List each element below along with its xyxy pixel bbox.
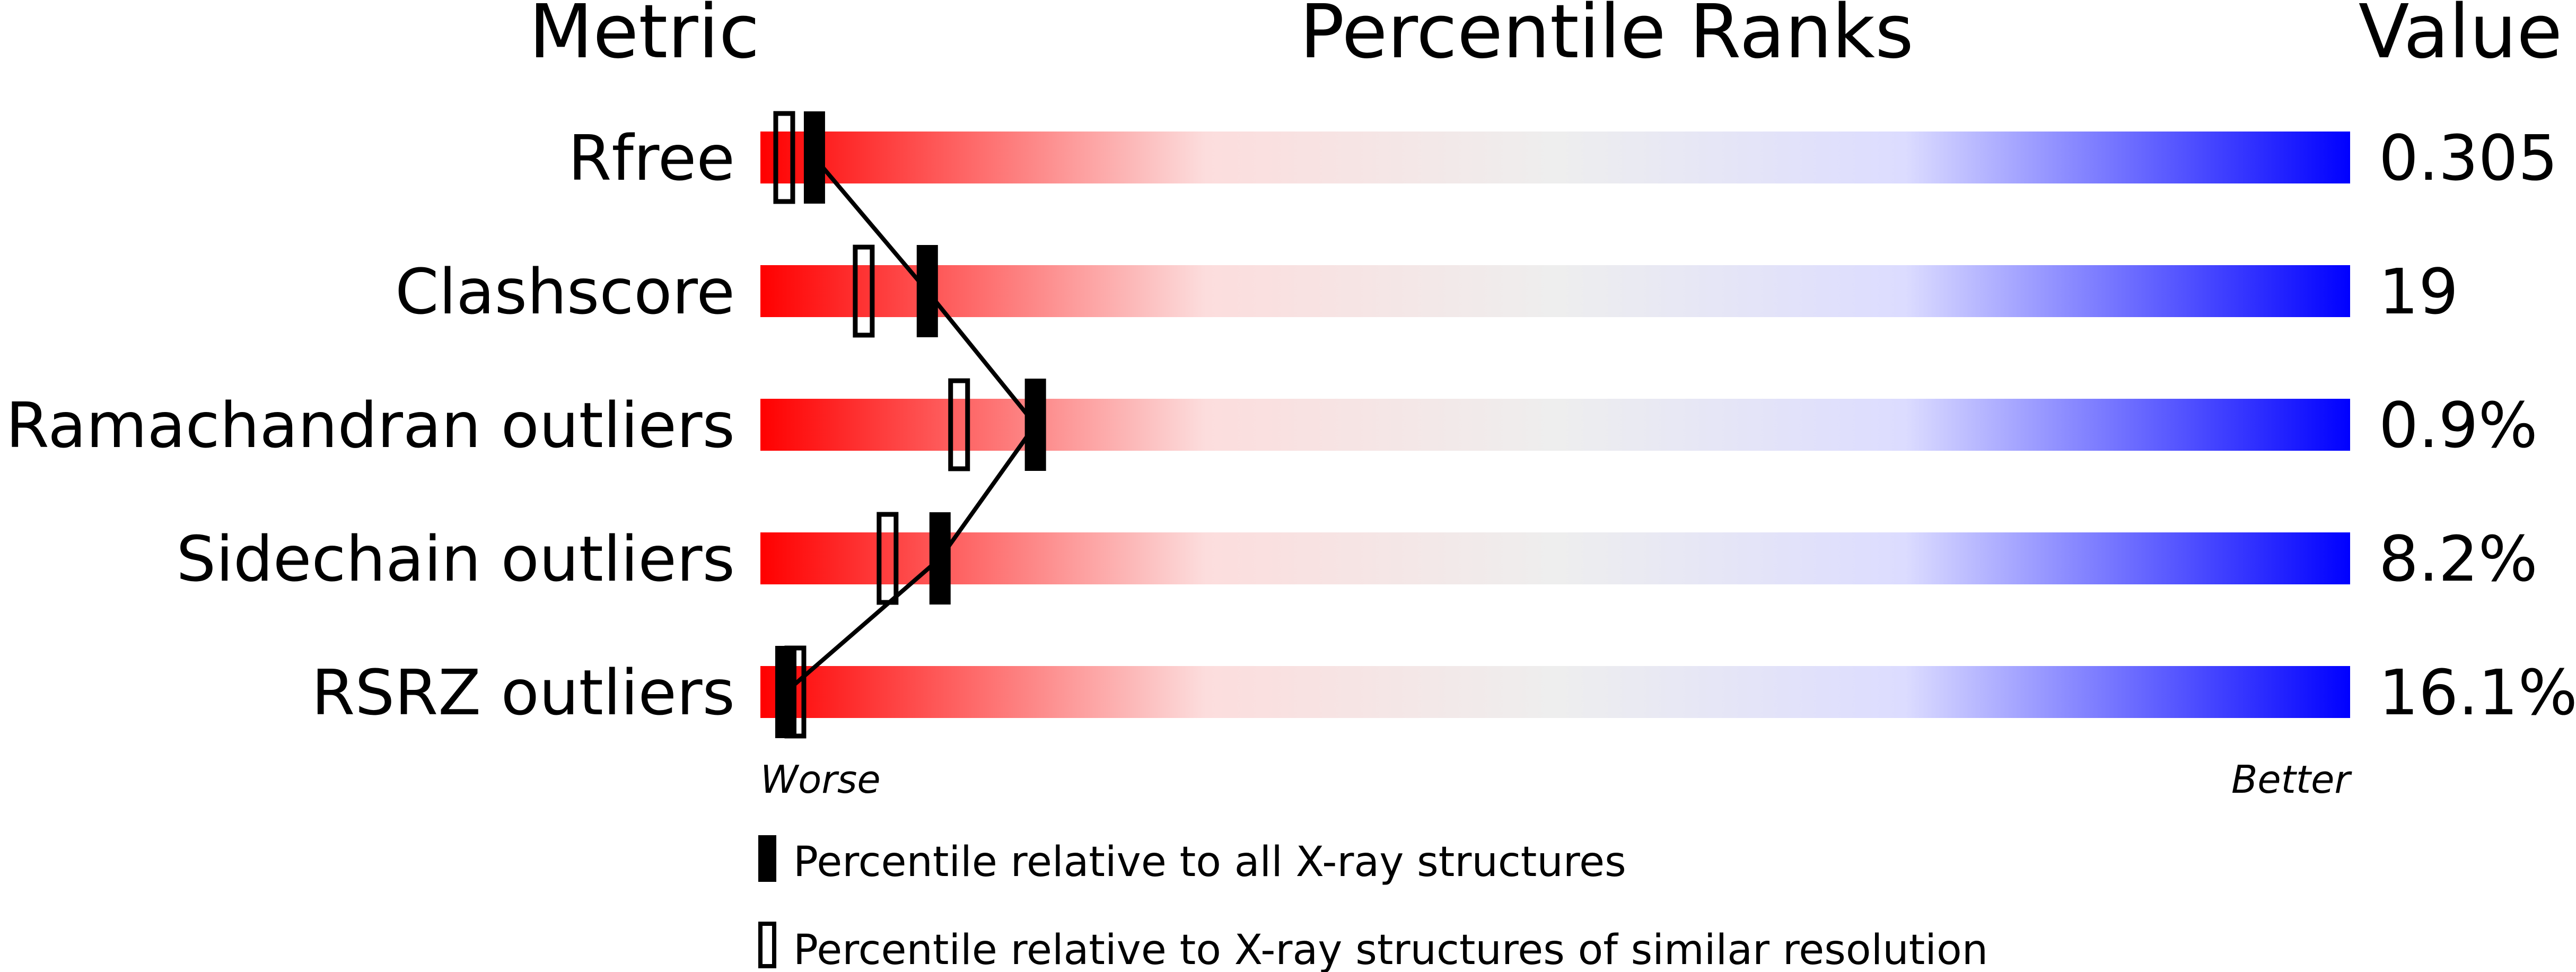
metric-value: 8.2%: [2379, 522, 2538, 596]
marker-all-structures: [916, 245, 938, 337]
marker-all-structures: [775, 646, 796, 738]
header-metric: Metric: [529, 0, 759, 75]
marker-similar-resolution: [773, 111, 795, 204]
axis-label-better: Better: [2231, 757, 2352, 802]
marker-similar-resolution: [853, 244, 875, 338]
metric-value: 16.1%: [2379, 656, 2576, 729]
metric-value: 0.9%: [2379, 389, 2538, 462]
legend-label-all: Percentile relative to all X-ray structu…: [793, 838, 1626, 886]
metric-label: Rfree: [568, 121, 735, 195]
header-value: Value: [2359, 0, 2562, 75]
legend-label-similar: Percentile relative to X-ray structures …: [793, 926, 1988, 972]
percentile-bar: [760, 265, 2350, 317]
metric-label: RSRZ outliers: [311, 656, 735, 729]
marker-all-structures: [929, 512, 951, 605]
percentile-bar: [760, 399, 2350, 451]
legend-open-marker: [758, 922, 776, 968]
header-percentile-ranks: Percentile Ranks: [1300, 0, 1914, 75]
metric-label: Clashscore: [395, 255, 735, 328]
marker-all-structures: [803, 111, 825, 204]
metric-label: Sidechain outliers: [176, 522, 735, 596]
marker-similar-resolution: [877, 512, 899, 605]
percentile-bar: [760, 132, 2350, 183]
marker-similar-resolution: [948, 378, 970, 471]
legend-filled-marker: [758, 835, 776, 882]
metric-value: 0.305: [2379, 121, 2558, 195]
percentile-bar: [760, 532, 2350, 584]
marker-all-structures: [1024, 379, 1046, 471]
axis-label-worse: Worse: [760, 757, 881, 802]
metric-value: 19: [2379, 255, 2458, 328]
percentile-bar: [760, 666, 2350, 718]
metric-label: Ramachandran outliers: [6, 389, 735, 462]
